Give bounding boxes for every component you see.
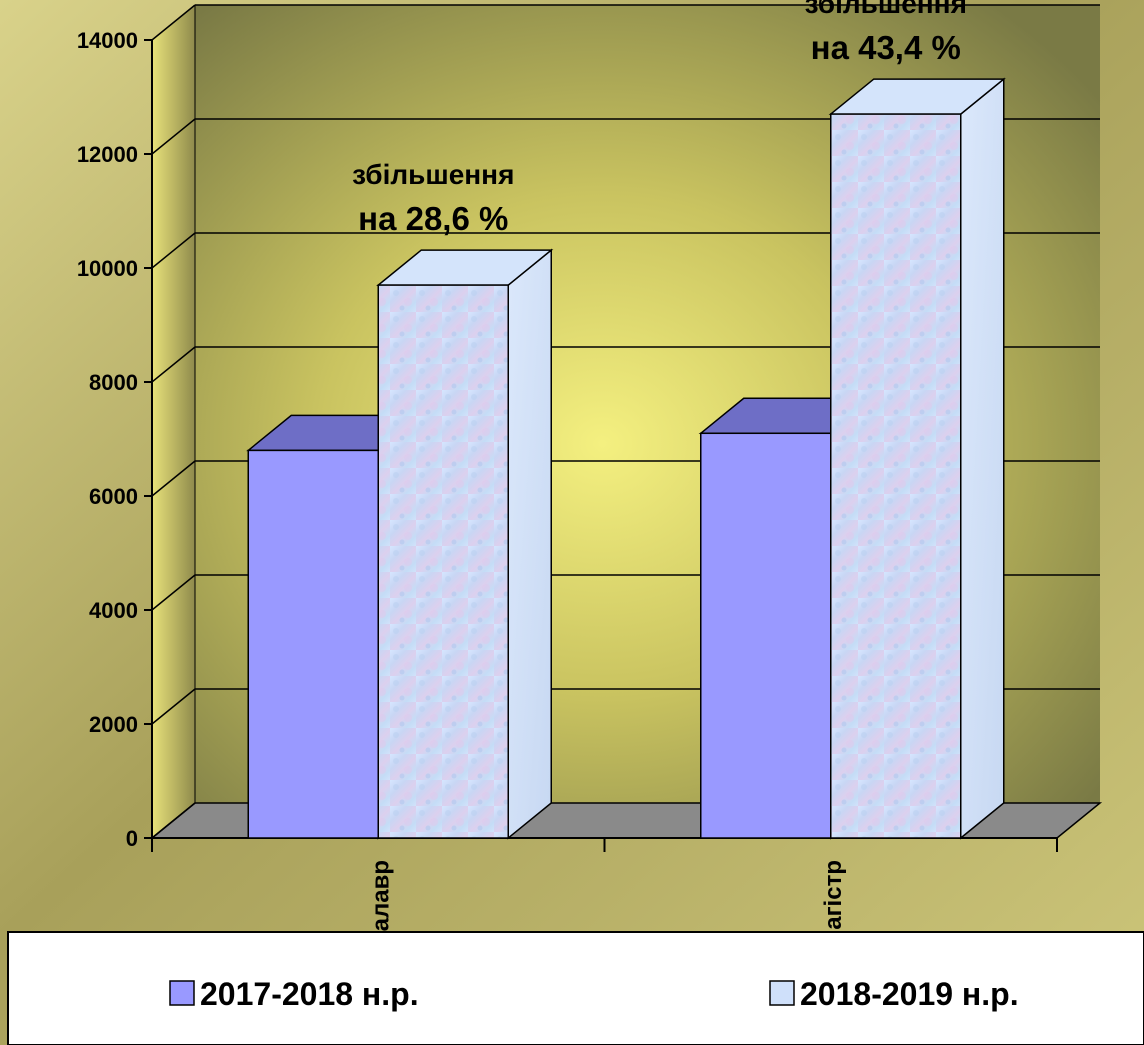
y-tick-label: 4000: [89, 598, 138, 623]
plot-side-wall: [152, 5, 195, 838]
y-tick-label: 6000: [89, 484, 138, 509]
legend-label: 2017-2018 н.р.: [200, 976, 419, 1012]
y-tick-label: 2000: [89, 712, 138, 737]
annotation-line2: на 43,4 %: [811, 29, 961, 66]
legend-swatch: [770, 981, 794, 1005]
bar-2-2: [831, 79, 1004, 838]
bar-front: [378, 285, 508, 838]
annotation-line1: збільшення: [805, 0, 967, 19]
annotation-line1: збільшення: [352, 159, 514, 190]
y-tick-label: 8000: [89, 370, 138, 395]
annotation-line2: на 28,6 %: [358, 200, 508, 237]
y-tick-label: 14000: [77, 28, 138, 53]
bar-2-1: [378, 250, 551, 838]
y-tick-label: 12000: [77, 142, 138, 167]
bar-front: [248, 450, 378, 838]
bar-front: [701, 433, 831, 838]
legend-swatch: [170, 981, 194, 1005]
bar-side: [961, 79, 1004, 838]
bar-front: [831, 114, 961, 838]
legend-label: 2018-2019 н.р.: [800, 976, 1019, 1012]
bar-side: [508, 250, 551, 838]
y-tick-label: 0: [126, 826, 138, 851]
y-tick-label: 10000: [77, 256, 138, 281]
